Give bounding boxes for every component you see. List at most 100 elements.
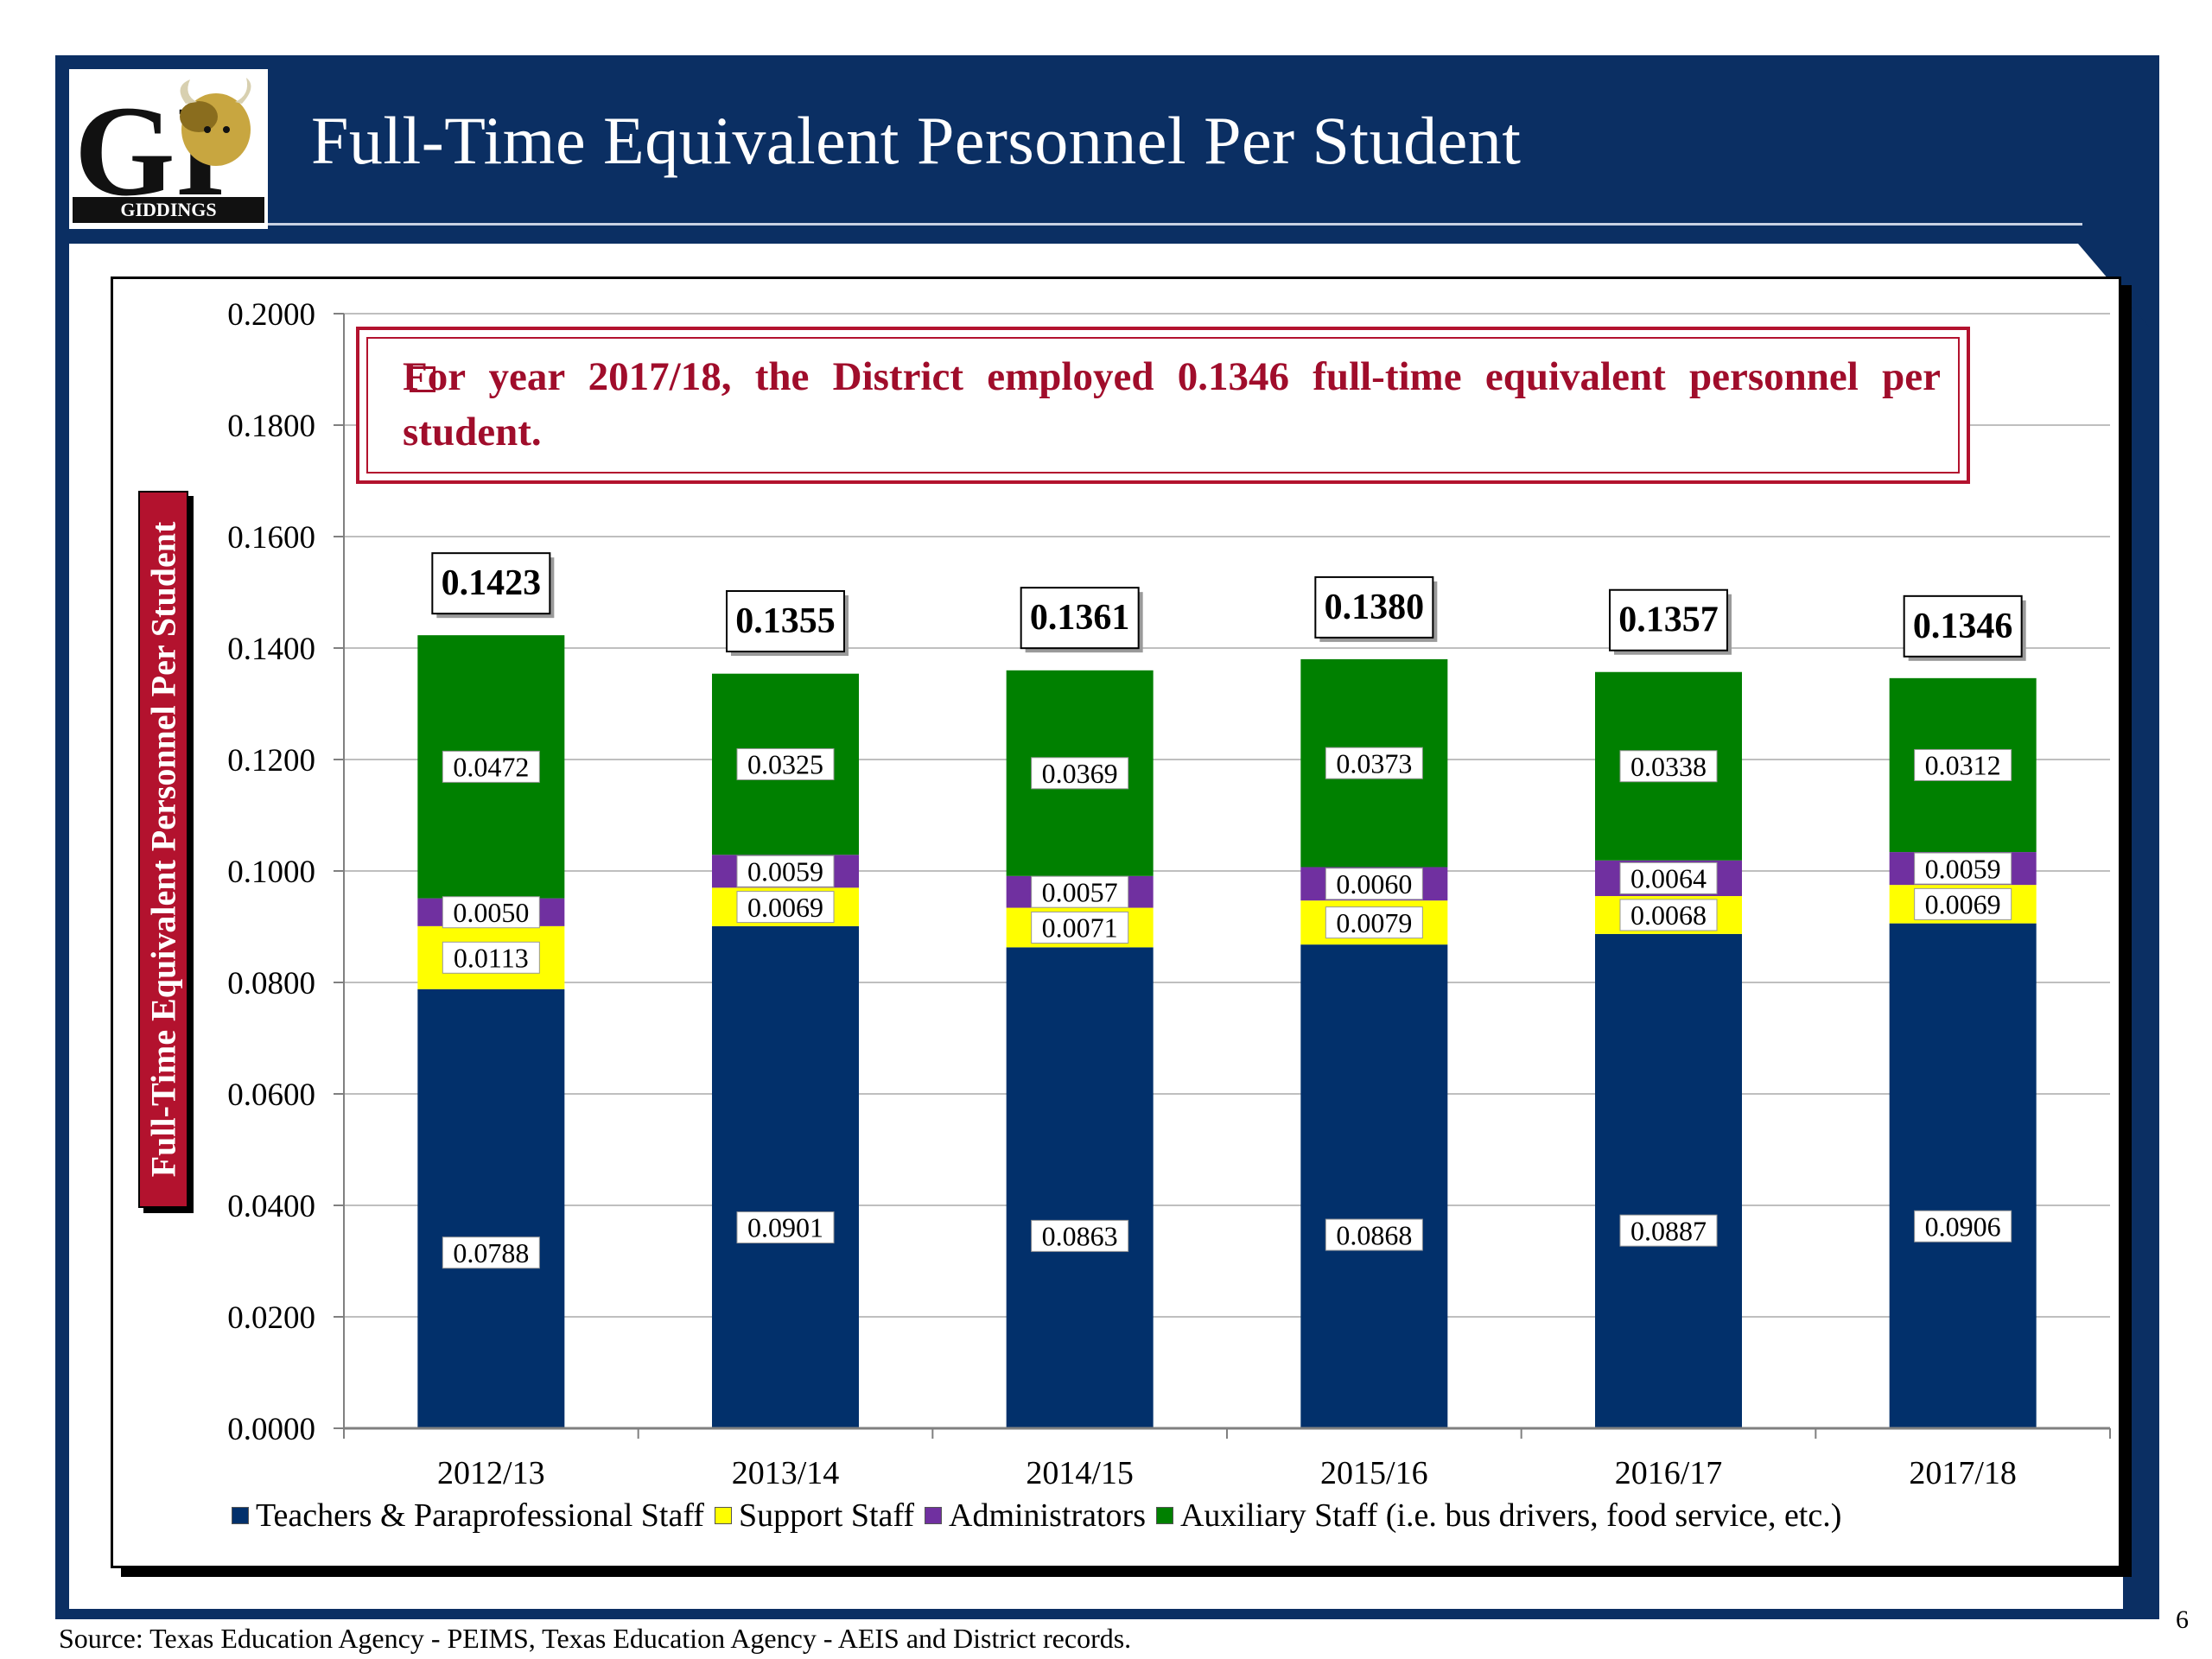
logo-name: GIDDINGS: [120, 199, 216, 220]
legend-swatch: [232, 1507, 249, 1524]
y-tick-label: 0.0000: [227, 1412, 315, 1447]
bar-teachers: [417, 988, 565, 1428]
data-label-administrators: 0.0057: [1031, 875, 1129, 908]
data-label-administrators: 0.0060: [1325, 868, 1423, 900]
data-label-auxiliary: 0.0369: [1031, 757, 1129, 790]
data-label-teachers-bg: [1031, 1219, 1129, 1252]
data-label-auxiliary-bg: [1619, 750, 1718, 783]
total-label-box: [1903, 594, 2023, 658]
data-label-auxiliary-bg: [736, 747, 835, 780]
total-label: 0.1355: [726, 590, 849, 657]
data-label-administrators-text: 0.0057: [1042, 876, 1118, 907]
data-label-administrators-text: 0.0060: [1336, 868, 1412, 899]
total-label-text: 0.1357: [1618, 601, 1719, 640]
total-label-box: [1020, 587, 1140, 650]
data-label-administrators: 0.0064: [1619, 861, 1718, 894]
data-label-administrators: 0.0059: [1914, 852, 2012, 885]
total-label-box: [1314, 575, 1434, 639]
data-label-teachers-bg: [1619, 1214, 1718, 1247]
data-label-teachers-text: 0.0906: [1925, 1211, 2001, 1242]
data-label-teachers-text: 0.0868: [1336, 1219, 1412, 1250]
data-label-administrators-bg: [1031, 875, 1129, 908]
y-tick-labels: 0.0000 0.0200 0.0400 0.0600 0.0800 0.1000 0.12…: [227, 297, 315, 1447]
data-label-support: 0.0071: [1031, 911, 1129, 944]
data-label-teachers-text: 0.0901: [747, 1212, 823, 1243]
callout-box: For year 2017/18, the District employed …: [356, 327, 1970, 484]
legend-swatch: [714, 1507, 732, 1524]
data-label-teachers-text: 0.0788: [453, 1237, 529, 1268]
data-label-auxiliary-text: 0.0325: [747, 749, 823, 780]
data-label-administrators-text: 0.0064: [1630, 863, 1707, 894]
data-label-teachers-bg: [736, 1211, 835, 1244]
bar-teachers: [1006, 947, 1154, 1428]
total-label: 0.1380: [1314, 575, 1438, 642]
data-label-support: 0.0069: [1914, 887, 2012, 920]
y-tick-label: 0.1000: [227, 855, 315, 890]
data-label-auxiliary-text: 0.0472: [453, 752, 529, 783]
y-axis-label: Full-Time Equivalent Personnel Per Stude…: [143, 521, 183, 1178]
y-axis-label-box: [138, 491, 188, 1208]
total-label: 0.1361: [1020, 587, 1143, 653]
legend-label: Support Staff: [738, 1497, 914, 1534]
slide-title: Full-Time Equivalent Personnel Per Stude…: [311, 103, 1522, 178]
legend-swatch: [925, 1507, 942, 1524]
source-note: Source: Texas Education Agency - PEIMS, …: [59, 1623, 1132, 1654]
x-tick-label: 2012/13: [437, 1455, 545, 1491]
y-tick-label: 0.0200: [227, 1300, 315, 1336]
data-label-teachers: 0.0906: [1914, 1210, 2012, 1243]
callout-text-wrap: For year 2017/18, the District employed …: [403, 349, 1941, 460]
x-tick-label: 2016/17: [1615, 1455, 1723, 1491]
total-label-box: [726, 590, 845, 653]
data-label-auxiliary-text: 0.0338: [1630, 751, 1707, 782]
legend-item-administrators: Administrators: [925, 1497, 1146, 1535]
data-label-administrators-text: 0.0059: [747, 856, 823, 887]
data-label-auxiliary: 0.0312: [1914, 748, 2012, 781]
y-tick-label: 0.1800: [227, 409, 315, 444]
data-label-support-text: 0.0079: [1336, 907, 1412, 938]
legend-label: Administrators: [949, 1497, 1146, 1534]
x-tick-label: 2014/15: [1026, 1455, 1134, 1491]
total-label-box: [431, 552, 551, 615]
data-label-teachers: 0.0901: [736, 1211, 835, 1244]
data-label-support: 0.0113: [442, 941, 540, 974]
data-label-teachers-text: 0.0863: [1042, 1221, 1118, 1252]
bar-teachers: [1595, 933, 1742, 1428]
data-label-support-text: 0.0068: [1630, 899, 1707, 931]
data-label-support: 0.0069: [736, 891, 835, 924]
data-label-administrators-bg: [442, 896, 540, 929]
data-label-support-text: 0.0113: [454, 942, 529, 973]
data-label-support: 0.0068: [1619, 899, 1718, 931]
data-label-auxiliary: 0.0325: [736, 747, 835, 780]
legend-label: Auxiliary Staff (i.e. bus drivers, food …: [1179, 1497, 1842, 1534]
data-label-administrators-bg: [736, 855, 835, 887]
data-label-support-bg: [442, 941, 540, 974]
data-label-auxiliary-text: 0.0369: [1042, 758, 1118, 789]
bar-teachers: [1300, 944, 1448, 1428]
data-label-support-bg: [1325, 906, 1423, 939]
total-label: 0.1423: [431, 552, 555, 619]
legend-item-support: Support Staff: [714, 1497, 914, 1535]
total-label-box: [1609, 588, 1728, 652]
data-label-teachers: 0.0863: [1031, 1219, 1129, 1252]
legend-label: Teachers & Paraprofessional Staff: [256, 1497, 704, 1534]
page-number: 6: [2176, 1605, 2189, 1634]
bar-teachers: [712, 925, 859, 1428]
data-label-support-text: 0.0069: [747, 892, 823, 923]
data-label-auxiliary: 0.0338: [1619, 750, 1718, 783]
header-divider: [268, 223, 2082, 226]
data-label-auxiliary: 0.0373: [1325, 747, 1423, 779]
data-label-support-bg: [1914, 887, 2012, 920]
data-label-administrators: 0.0059: [736, 855, 835, 887]
data-label-support-bg: [736, 891, 835, 924]
data-label-administrators-text: 0.0059: [1925, 853, 2001, 884]
x-axis: 2012/13 2013/14 2014/15 2015/16 2016/17 2017/…: [343, 1427, 2111, 1491]
data-label-teachers: 0.0887: [1619, 1214, 1718, 1247]
y-tick-label: 0.1200: [227, 743, 315, 779]
total-labels: 0.1423 0.1355 0.1361 0.1380 0.1357 0.1346: [431, 552, 2026, 661]
data-label-support-bg: [1619, 899, 1718, 931]
legend: Teachers & Paraprofessional Staff Support…: [232, 1497, 1852, 1535]
data-label-teachers-text: 0.0887: [1630, 1215, 1707, 1246]
data-label-administrators-bg: [1619, 861, 1718, 894]
data-label-auxiliary: 0.0472: [442, 750, 540, 783]
